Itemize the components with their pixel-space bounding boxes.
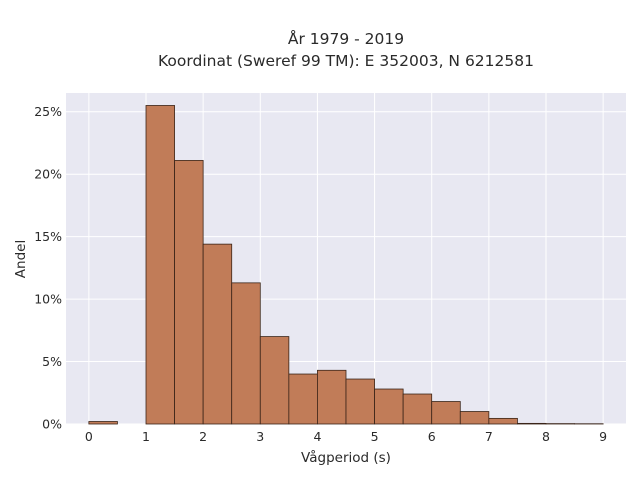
x-tick-label: 3: [256, 429, 264, 444]
x-tick-label: 7: [485, 429, 493, 444]
histogram-bar: [459, 411, 490, 425]
y-axis-ticks: 0% 5% 10% 15% 20% 25%: [34, 104, 62, 431]
x-axis-label: Vågperiod (s): [301, 449, 391, 466]
x-tick-label: 2: [199, 429, 207, 444]
bars-group: [88, 105, 604, 425]
x-tick-label: 0: [85, 429, 93, 444]
histogram-bar: [145, 105, 175, 425]
histogram-bar: [259, 336, 290, 425]
histogram-bar: [317, 369, 347, 425]
histogram-bar: [88, 421, 118, 425]
histogram-bar: [202, 243, 233, 425]
histogram-bar: [517, 422, 547, 425]
histogram-bar: [174, 160, 204, 425]
y-tick-label: 10%: [34, 292, 62, 307]
histogram-bar: [231, 282, 261, 425]
histogram-bar: [288, 373, 318, 425]
y-tick-label: 20%: [34, 167, 62, 182]
chart-title-line-1: År 1979 - 2019: [288, 29, 404, 48]
x-tick-label: 1: [142, 429, 150, 444]
histogram-bar: [431, 401, 461, 425]
x-tick-label: 4: [313, 429, 321, 444]
x-tick-label: 8: [542, 429, 550, 444]
y-axis-label: Andel: [13, 240, 29, 278]
y-tick-label: 5%: [42, 354, 62, 369]
histogram-bar: [488, 417, 518, 425]
histogram-bar: [402, 393, 433, 425]
x-tick-label: 6: [428, 429, 436, 444]
histogram-bar: [374, 388, 404, 425]
x-tick-label: 9: [599, 429, 607, 444]
x-axis-ticks: 0 1 2 3 4 5 6 7 8 9: [85, 429, 607, 444]
y-tick-label: 15%: [34, 229, 62, 244]
chart-title-line-2: Koordinat (Sweref 99 TM): E 352003, N 62…: [158, 52, 534, 70]
x-tick-label: 5: [371, 429, 379, 444]
y-tick-label: 25%: [34, 104, 62, 119]
histogram-bar: [345, 378, 375, 425]
y-tick-label: 0%: [42, 417, 62, 432]
